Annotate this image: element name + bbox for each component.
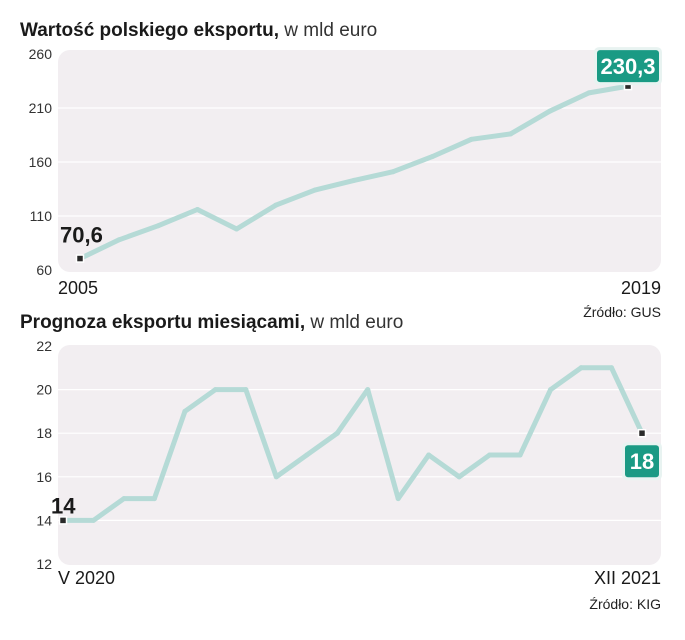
chart2-data-point [517, 452, 523, 458]
chart1-ytick-label: 260 [29, 46, 53, 62]
chart2-source: Źródło: KIG [589, 596, 661, 612]
chart1-data-point [547, 108, 553, 114]
chart2-x-first-label: V 2020 [58, 568, 115, 588]
chart1-title-main: Wartość polskiego eksportu, [20, 20, 280, 41]
chart1-plot-area [58, 50, 661, 272]
chart2-data-point [151, 496, 157, 502]
chart2-data-point [304, 452, 310, 458]
chart1-data-point [116, 237, 122, 243]
chart1-source: Źródło: GUS [583, 304, 661, 320]
chart1-title-unit: w mld euro [279, 20, 378, 41]
chart2-data-point [395, 496, 401, 502]
chart1-data-point [351, 177, 357, 183]
chart2-ytick-label: 12 [36, 556, 52, 572]
chart1-ytick-label: 60 [36, 262, 52, 278]
chart1-data-point [273, 202, 279, 208]
chart2-plot-area [58, 345, 661, 565]
chart1-data-point [234, 226, 240, 232]
chart2-start-value-label: 14 [51, 493, 76, 518]
chart2-end-badge [625, 445, 659, 478]
chart2-data-point [90, 517, 96, 523]
chart2-end-marker [637, 428, 647, 438]
chart2-data-point [334, 430, 340, 436]
chart1-ytick-label: 210 [29, 100, 53, 116]
chart2-title-main: Prognoza eksportu miesiącami, [20, 312, 306, 333]
chart1-start-marker [75, 254, 85, 263]
chart2-ytick-label: 14 [36, 512, 52, 528]
chart2-data-point [578, 365, 584, 371]
chart2-data-point [456, 474, 462, 480]
chart1-end-badge [597, 50, 659, 83]
chart2-x-last-label: XII 2021 [594, 568, 661, 588]
chart2-ytick-label: 20 [36, 382, 52, 398]
chart1-x-last-label: 2019 [621, 278, 661, 298]
chart2-ytick-label: 18 [36, 425, 52, 441]
chart1-data-point [194, 207, 200, 213]
chart2-data-point [273, 474, 279, 480]
chart2-data-point [212, 387, 218, 393]
chart2-data-point [487, 452, 493, 458]
chart2-data-point [243, 387, 249, 393]
chart2-title-unit: w mld euro [305, 312, 404, 333]
chart2-data-point [426, 452, 432, 458]
chart2-data-point [182, 408, 188, 414]
chart1-data-point [390, 169, 396, 175]
chart2-title: Prognoza eksportu miesiącami, w mld euro [20, 312, 403, 334]
chart1-end-value-label: 230,3 [600, 54, 655, 79]
chart2-start-marker [58, 516, 68, 525]
chart1-ytick-label: 110 [30, 208, 53, 224]
chart1-data-point [155, 223, 161, 229]
chart2-end-value-label: 18 [630, 449, 654, 474]
chart2-data-point [121, 496, 127, 502]
chart1-x-first-label: 2005 [58, 278, 98, 298]
chart2-data-point [548, 387, 554, 393]
chart1-data-point [586, 90, 592, 96]
chart2-data-point [609, 365, 615, 371]
chart2-ytick-label: 22 [36, 338, 52, 354]
chart1-data-point [508, 131, 514, 137]
chart1-data-point [468, 136, 474, 142]
chart2-ytick-label: 16 [36, 469, 52, 485]
chart1-data-point [312, 187, 318, 193]
chart1-title: Wartość polskiego eksportu, w mld euro [20, 20, 377, 42]
chart1-data-point [429, 154, 435, 160]
chart2-series-line [60, 365, 645, 523]
chart1-ytick-label: 160 [29, 154, 53, 170]
chart1-start-value-label: 70,6 [60, 223, 103, 248]
chart2-data-point [365, 387, 371, 393]
